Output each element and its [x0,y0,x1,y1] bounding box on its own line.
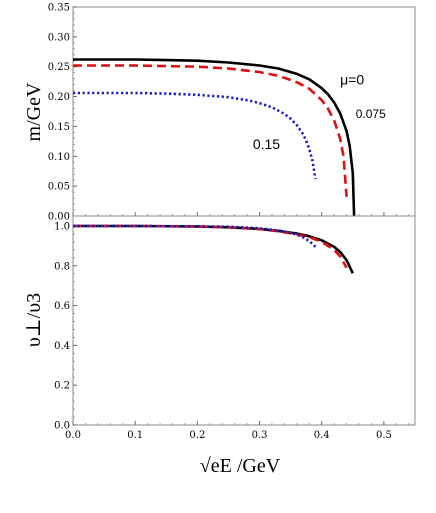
bot-ytick-label: 0.6 [54,301,70,312]
bottom-y-axis-label: υ⊥/υ3 [23,293,45,347]
x-axis-label: √eE /GeV [200,455,281,477]
top-ytick-label: 0.10 [48,152,70,163]
top-panel: 0.00 0.05 0.10 0.15 0.20 0.25 0.30 0.35 μ=0 0.07… [23,3,416,223]
bot-series-line-2 [73,224,317,248]
top-series-group [73,58,356,217]
bottom-series-group [73,224,354,274]
bot-ytick-label: 0.2 [54,381,70,392]
top-y-ticks: 0.00 0.05 0.10 0.15 0.20 0.25 0.30 0.35 [48,3,410,223]
top-ytick-label: 0.30 [48,32,70,43]
xtick-label: 0.5 [376,430,392,441]
xtick-label: 0.0 [65,430,81,441]
top-ytick-label: 0.25 [48,62,70,73]
series-annotation-0: μ=0 [340,72,364,88]
top-ytick-label: 0.00 [48,212,70,223]
xtick-label: 0.1 [127,430,143,441]
top-ytick-label: 0.35 [48,3,70,14]
xtick-label: 0.4 [314,430,330,441]
bot-series-line-0 [73,224,354,274]
top-series-line-1 [73,64,348,197]
series-annotation-2: 0.15 [253,136,280,152]
top-ytick-label: 0.20 [48,92,70,103]
top-ytick-label: 0.15 [48,122,70,133]
xtick-label: 0.3 [252,430,268,441]
top-series-line-2 [73,91,317,180]
bot-series-line-1 [73,224,348,269]
bot-ytick-label: 0.4 [54,341,70,352]
bot-ytick-label: 1.0 [54,221,70,232]
bottom-x-ticks: 0.0 0.1 0.2 0.3 0.4 0.5 [65,421,410,441]
bottom-panel: 0.0 0.2 0.4 0.6 0.8 1.0 0.0 0.1 0.2 0.3 0.4 0.5 υ⊥… [23,215,416,477]
xtick-label: 0.2 [189,430,205,441]
bot-ytick-label: 0.0 [54,421,70,432]
bottom-plot-frame [72,215,416,426]
top-y-axis-label: m/GeV [23,82,45,141]
top-series-line-0 [73,58,356,217]
bottom-y-ticks: 0.0 0.2 0.4 0.6 0.8 1.0 [54,221,77,432]
bot-ytick-label: 0.8 [54,261,70,272]
top-ytick-label: 0.05 [48,182,70,193]
top-annotations: μ=0 0.075 0.15 [253,72,386,153]
series-annotation-1: 0.075 [356,107,386,121]
